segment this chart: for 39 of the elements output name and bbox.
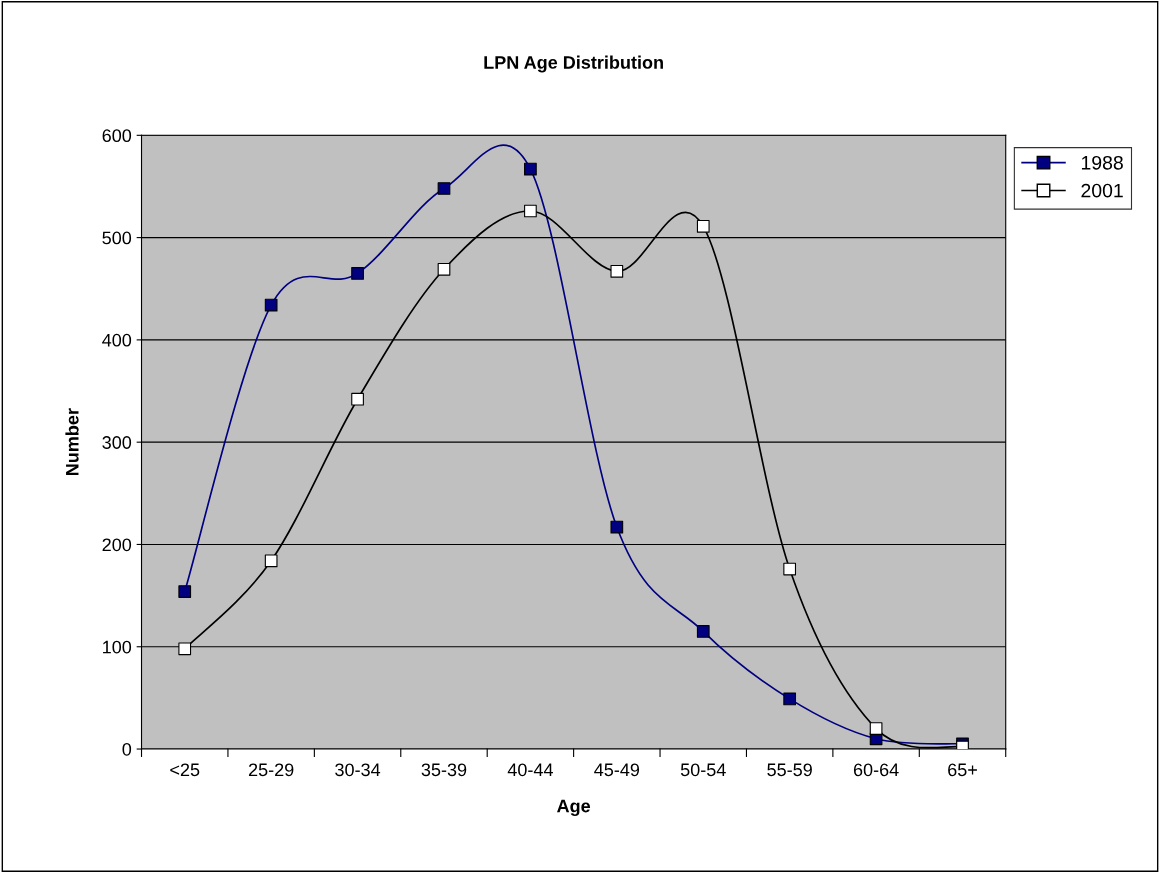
y-tick-label: 300 (102, 436, 132, 449)
legend-label: 2001 (1081, 183, 1123, 198)
point (869, 722, 883, 735)
point (437, 182, 451, 195)
point (696, 219, 710, 233)
point (178, 642, 192, 656)
point (351, 392, 364, 406)
y-tick-label: 100 (103, 640, 132, 654)
x-tick-label: 30-34 (335, 763, 381, 777)
y-tick-label: 600 (102, 129, 132, 143)
point (783, 692, 797, 706)
y-tick-label: 400 (102, 333, 132, 347)
point (696, 625, 710, 638)
point (783, 562, 797, 576)
y-tick-label: 500 (102, 231, 132, 245)
x-tick-label: 50-54 (680, 763, 726, 777)
point (437, 262, 451, 276)
x-tick-label: 60-64 (853, 763, 899, 777)
point (264, 554, 278, 568)
x-tick-label: 45-49 (594, 763, 640, 777)
point (524, 204, 537, 218)
point (351, 267, 364, 280)
chart-title: LPN Age Distribution (484, 55, 663, 73)
x-tick-label: 40-44 (507, 763, 553, 777)
y-axis-title: Number (65, 408, 79, 476)
x-tick-label: <25 (170, 763, 200, 777)
point (524, 162, 537, 176)
point (610, 264, 624, 278)
x-tick-label: 25-29 (248, 763, 294, 777)
x-tick-label: 35-39 (421, 763, 467, 777)
point (610, 520, 624, 534)
y-tick-label: 200 (102, 538, 132, 552)
y-tick-label: 0 (122, 742, 132, 756)
point (264, 298, 278, 312)
point (178, 585, 192, 598)
x-axis-title: Age (557, 799, 591, 817)
x-tick-label: 55-59 (767, 763, 812, 777)
x-tick-label: 65+ (948, 763, 977, 777)
legend-label: 1988 (1081, 155, 1123, 170)
